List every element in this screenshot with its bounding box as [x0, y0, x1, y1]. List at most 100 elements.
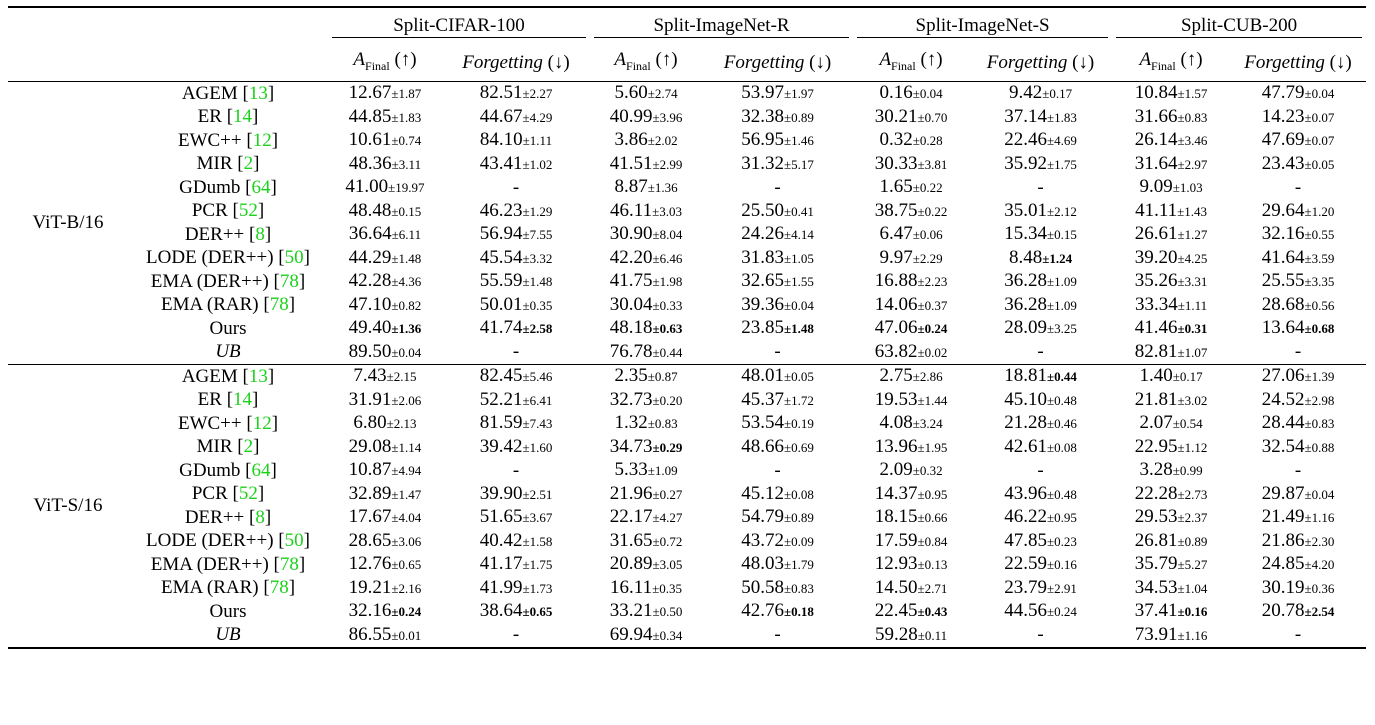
citation-link[interactable]: 64: [251, 459, 271, 481]
table-row: ViT-S/16 AGEM [13] 7.43±2.15 82.45±5.46 2.35…: [8, 364, 1367, 649]
citation-link[interactable]: 8: [255, 223, 265, 245]
mean-value: 12.67: [348, 82, 392, 104]
mean-value: 10.84: [1134, 82, 1178, 104]
method-label: MIR: [196, 436, 233, 458]
citation-link[interactable]: 14: [233, 106, 253, 128]
citation-link[interactable]: 64: [251, 176, 271, 198]
citation-link[interactable]: 52: [238, 200, 258, 222]
mean-value: 32.38: [741, 105, 784, 127]
citation-link[interactable]: 78: [279, 270, 299, 292]
method-name: LODE (DER++) [50]: [146, 247, 310, 269]
value-cell: 55.59±1.48: [442, 270, 590, 294]
value-cell: 20.78±2.54: [1230, 600, 1366, 624]
std-value: ±1.47: [391, 486, 422, 502]
value-cell: 23.85±1.48: [702, 317, 853, 341]
citation-link[interactable]: 12: [252, 412, 272, 434]
std-value: ±0.15: [391, 203, 422, 219]
std-value: ±2.58: [522, 321, 553, 337]
value-cell: 6.47±0.06: [853, 223, 969, 247]
method-label: LODE (DER++): [146, 530, 274, 552]
citation-link[interactable]: 78: [279, 553, 299, 575]
std-value: ±0.04: [912, 86, 943, 102]
value-cell: 30.04±0.33: [590, 294, 702, 318]
citation-link[interactable]: 78: [269, 294, 289, 316]
citation-link[interactable]: 2: [243, 153, 254, 175]
value-cell: -: [442, 341, 590, 365]
mean-value: 2.35: [614, 365, 648, 387]
method-label: EMA (RAR): [160, 294, 259, 316]
std-value: ±1.75: [522, 557, 553, 573]
value-cell: 3.28±0.99: [1112, 459, 1230, 483]
citation-link[interactable]: 14: [233, 389, 253, 411]
std-value: ±2.99: [652, 156, 683, 172]
value-cell: 43.41±1.02: [442, 153, 590, 177]
method-label: Ours: [209, 317, 247, 339]
std-value: ±0.56: [1304, 297, 1335, 313]
std-value: ±0.41: [783, 203, 814, 219]
citation-link[interactable]: 50: [284, 247, 304, 269]
value-cell: 49.40±1.36: [328, 317, 442, 341]
value-cell: 45.37±1.72: [702, 389, 853, 413]
value-cell: 53.54±0.19: [702, 412, 853, 436]
std-value: ±6.46: [652, 250, 683, 266]
std-value: ±1.58: [522, 533, 553, 549]
mean-value: 47.85: [1004, 529, 1047, 551]
citation-link[interactable]: 52: [238, 483, 258, 505]
mean-value: 56.94: [479, 223, 523, 245]
std-value: ±0.36: [1304, 580, 1335, 596]
mean-value: 21.28: [1004, 412, 1047, 434]
mean-value: 40.42: [479, 529, 523, 551]
value-cell: -: [969, 459, 1112, 483]
method-label: PCR: [191, 200, 228, 222]
value-cell: 34.73±0.29: [590, 436, 702, 460]
std-value: ±0.99: [1172, 463, 1203, 479]
value-cell: 29.64±1.20: [1230, 200, 1366, 224]
std-value: ±1.11: [1177, 297, 1208, 313]
std-value: ±0.24: [917, 321, 948, 337]
value-cell: 39.42±1.60: [442, 436, 590, 460]
metric-afinal-header: AFinal (↑): [328, 45, 442, 82]
afinal-subscript: Final: [626, 58, 651, 73]
citation-link[interactable]: 12: [252, 129, 272, 151]
afinal-subscript: Final: [1151, 58, 1176, 73]
citation-link[interactable]: 8: [255, 506, 265, 528]
value-cell: 39.20±4.25: [1112, 247, 1230, 271]
value-cell: 33.34±1.11: [1112, 294, 1230, 318]
mean-value: 41.11: [1135, 199, 1178, 221]
value-cell: 19.21±2.16: [328, 577, 442, 601]
method-name: EMA (RAR) [78]: [160, 294, 296, 316]
citation-link[interactable]: 2: [243, 436, 254, 458]
std-value: ±0.82: [391, 297, 422, 313]
citation-link[interactable]: 50: [284, 530, 304, 552]
mean-value: 36.64: [348, 223, 392, 245]
std-value: ±0.27: [652, 486, 683, 502]
citation-link[interactable]: 78: [269, 577, 289, 599]
value-cell: 35.01±2.12: [969, 200, 1112, 224]
citation-link[interactable]: 13: [248, 365, 268, 387]
std-value: ±1.57: [1177, 86, 1208, 102]
std-value: ±0.08: [1046, 439, 1077, 455]
value-cell: 48.01±0.05: [702, 364, 854, 389]
mean-value: 12.76: [348, 553, 392, 575]
value-cell: 0.32±0.28: [853, 129, 969, 153]
mean-value: 44.85: [348, 105, 392, 127]
std-value: ±2.97: [1177, 156, 1208, 172]
method-name: DER++ [8]: [184, 506, 272, 528]
mean-value: 19.21: [348, 576, 392, 598]
std-value: ±0.89: [783, 510, 814, 526]
mean-value: 69.94: [609, 623, 653, 645]
mean-value: 48.03: [741, 553, 784, 575]
std-value: ±2.74: [647, 86, 678, 102]
citation-link[interactable]: 13: [248, 82, 268, 104]
value-cell: 47.69±0.07: [1230, 129, 1366, 153]
value-cell: 34.53±1.04: [1112, 577, 1230, 601]
mean-value: -: [1294, 459, 1302, 481]
value-cell: -: [969, 623, 1113, 649]
value-cell: 22.45±0.43: [853, 600, 969, 624]
mean-value: 32.89: [348, 482, 392, 504]
value-cell: 17.67±4.04: [328, 506, 442, 530]
forgetting-label: Forgetting: [462, 52, 543, 73]
mean-value: -: [774, 624, 781, 646]
table-row: ViT-B/16 AGEM [13] 12.67±1.87 82.51±2.27 5.6…: [8, 82, 1366, 233]
value-cell: 37.14±1.83: [969, 106, 1112, 130]
